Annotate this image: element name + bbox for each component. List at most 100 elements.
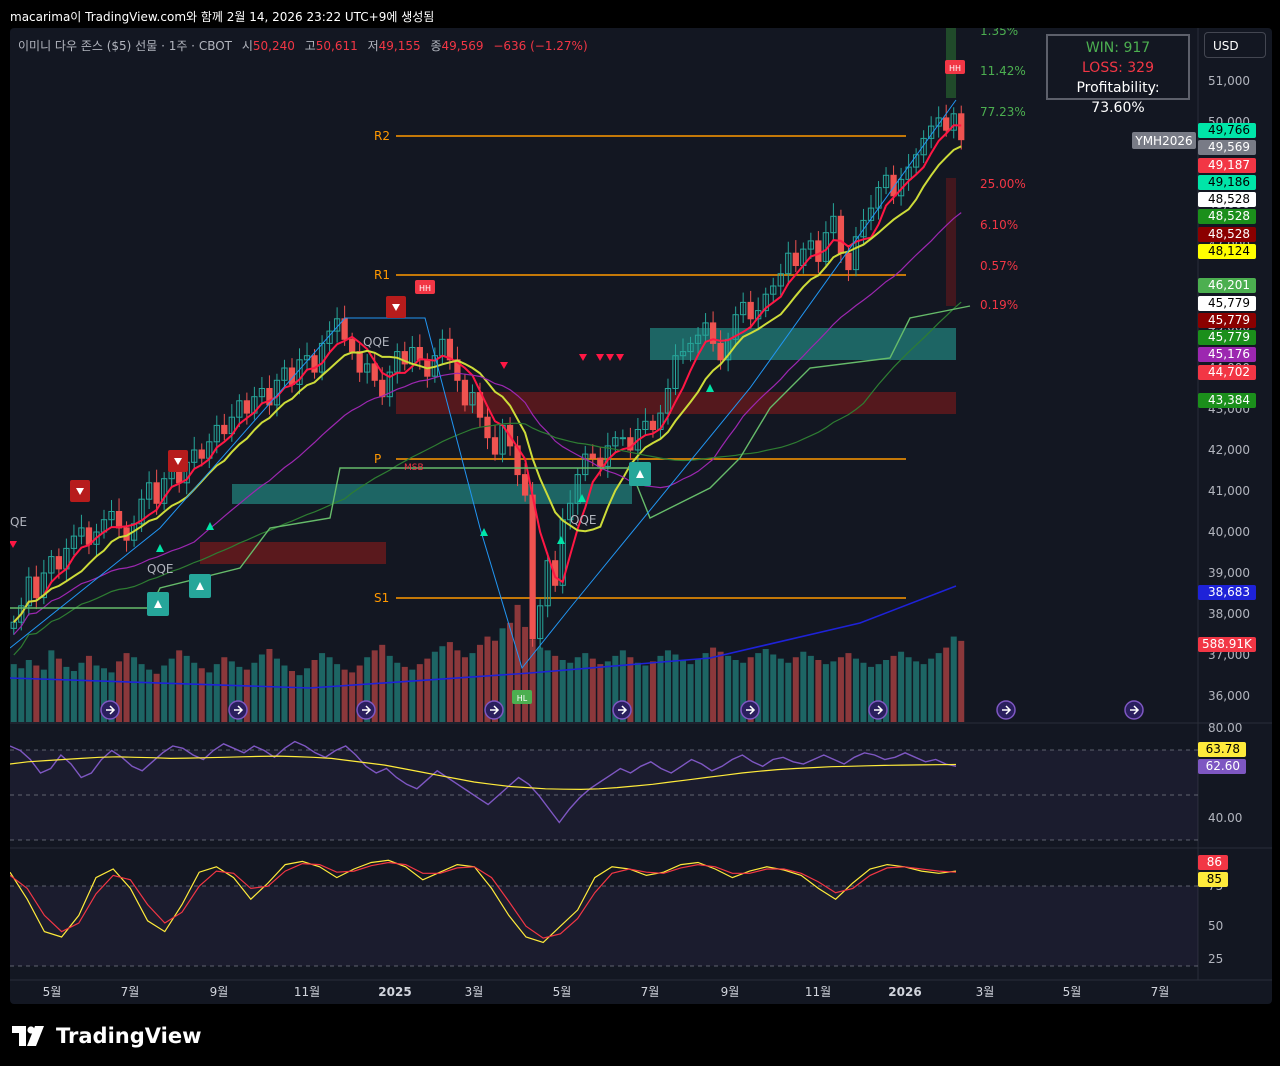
volume-bar bbox=[852, 658, 859, 722]
fib-label: 11.42% bbox=[980, 64, 1026, 78]
volume-bar bbox=[228, 661, 235, 722]
volume-bar bbox=[161, 665, 168, 722]
win-loss-stats: WIN: 917 LOSS: 329 Profitability: 73.60% bbox=[1046, 34, 1190, 116]
price-axis-label: 42,000 bbox=[1208, 443, 1250, 457]
volume-bar bbox=[905, 657, 912, 722]
volume-bar bbox=[950, 636, 957, 722]
candle-body bbox=[860, 219, 867, 238]
volume-bar bbox=[680, 660, 687, 722]
candle-body bbox=[792, 252, 799, 266]
stoch-axis-label: 25 bbox=[1208, 952, 1223, 966]
forward-arrow-icon bbox=[1002, 705, 1012, 715]
candle-body bbox=[867, 207, 875, 221]
candle-body bbox=[446, 338, 454, 361]
volume-bar bbox=[830, 661, 837, 722]
low-value: 49,155 bbox=[378, 39, 421, 53]
profitability: Profitability: 73.60% bbox=[1076, 80, 1160, 116]
demand-zone bbox=[650, 328, 956, 360]
candle-body bbox=[341, 318, 348, 340]
hl-marker bbox=[512, 690, 532, 704]
volume-bar bbox=[717, 651, 724, 722]
supply-zone bbox=[200, 542, 386, 564]
candle-body bbox=[935, 117, 942, 127]
volume-bar bbox=[725, 655, 732, 722]
candle-body bbox=[537, 605, 544, 640]
volume-bar bbox=[537, 647, 544, 722]
volume-bar bbox=[25, 660, 32, 722]
volume-bar bbox=[559, 660, 566, 722]
volume-bar bbox=[958, 640, 965, 722]
zigzag-line bbox=[10, 99, 957, 670]
volume-bar bbox=[213, 664, 220, 722]
hh-marker bbox=[415, 280, 435, 294]
volume-bar bbox=[890, 655, 897, 722]
volume-bar bbox=[191, 662, 198, 722]
volume-bar bbox=[304, 668, 311, 722]
buy-triangle-icon bbox=[480, 528, 488, 536]
volume-bar bbox=[732, 660, 739, 722]
volume-bar bbox=[221, 657, 228, 722]
volume-bar bbox=[63, 666, 70, 722]
candle-body bbox=[176, 470, 183, 484]
fib-label: 25.00% bbox=[980, 177, 1026, 191]
volume-bar bbox=[845, 653, 852, 722]
time-axis-label: 7월 bbox=[1151, 985, 1170, 999]
price-tag: 49,187 bbox=[1198, 158, 1256, 173]
candle-body bbox=[25, 576, 32, 607]
volume-bar bbox=[70, 671, 77, 722]
buy-triangle-icon bbox=[557, 536, 565, 544]
volume-bar bbox=[40, 669, 47, 722]
low-label: 저 bbox=[367, 39, 379, 53]
candle-body bbox=[78, 527, 85, 537]
close-label: 종 bbox=[430, 39, 442, 53]
time-axis-label: 2025 bbox=[378, 985, 411, 999]
volume-bar bbox=[755, 653, 762, 722]
volume-bar bbox=[394, 662, 401, 722]
volume-bar bbox=[439, 646, 446, 722]
price-tag: 45,779 bbox=[1198, 296, 1256, 311]
price-tag: 588.91K bbox=[1198, 637, 1256, 652]
price-tag: 46,201 bbox=[1198, 278, 1256, 293]
time-axis-label: 9월 bbox=[721, 985, 740, 999]
candle-body bbox=[732, 314, 739, 340]
volume-bar bbox=[281, 665, 288, 722]
candle-body bbox=[597, 457, 604, 467]
stoch-d-line bbox=[10, 861, 957, 939]
sma-purple-line bbox=[13, 212, 962, 635]
volume-bar bbox=[822, 664, 829, 722]
tradingview-logo[interactable]: TradingView bbox=[12, 1022, 201, 1050]
price-tag: 48,528 bbox=[1198, 227, 1256, 242]
volume-bar bbox=[695, 658, 702, 722]
candle-body bbox=[574, 474, 581, 504]
volume-bar bbox=[604, 661, 611, 722]
pivot-r1-label: R1 bbox=[374, 268, 390, 282]
sell-triangle-icon bbox=[579, 354, 587, 361]
candle-body bbox=[243, 400, 251, 414]
price-tag: 49,186 bbox=[1198, 175, 1256, 190]
chart-panel[interactable]: R2 R1 P S1 1.35% 11.42% 77.23% 25.00% 6.10% 0.57%… bbox=[10, 28, 1272, 1004]
stoch-value-tag: 86 bbox=[1198, 855, 1228, 870]
buy-triangle-icon bbox=[156, 544, 164, 552]
tradingview-logo-icon bbox=[12, 1026, 44, 1046]
volume-bar bbox=[288, 671, 295, 722]
volume-bar bbox=[507, 622, 514, 722]
candle-body bbox=[371, 363, 378, 381]
price-tag: 49,766 bbox=[1198, 123, 1256, 138]
chart-canvas[interactable]: R2 R1 P S1 1.35% 11.42% 77.23% 25.00% 6.10% 0.57%… bbox=[10, 28, 1272, 1004]
currency-button[interactable]: USD bbox=[1204, 32, 1266, 58]
open-label: 시 bbox=[241, 39, 253, 53]
sma-blue-line bbox=[10, 585, 957, 689]
price-tag: 45,176 bbox=[1198, 347, 1256, 362]
candle-body bbox=[694, 334, 702, 344]
candle-body bbox=[461, 379, 469, 406]
candle-body bbox=[747, 301, 754, 320]
candle-body bbox=[770, 285, 777, 295]
fib-label: 6.10% bbox=[980, 218, 1018, 232]
volume-bar bbox=[146, 669, 153, 722]
symbol-name[interactable]: 이미니 다우 존스 ($5) 선물 · 1주 · CBOT bbox=[18, 39, 232, 53]
candle-body bbox=[236, 400, 243, 418]
volume-bar bbox=[78, 662, 85, 722]
candle-body bbox=[928, 125, 935, 139]
volume-bar bbox=[687, 664, 694, 722]
volume-bar bbox=[206, 672, 213, 722]
